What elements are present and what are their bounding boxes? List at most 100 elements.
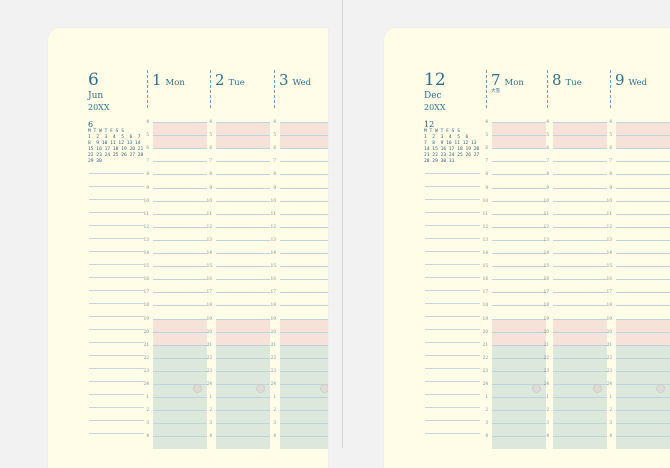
hour-line [216, 266, 270, 268]
hour-label: 18 [482, 302, 488, 308]
day-number: 8 [552, 71, 562, 89]
memo-line [425, 407, 480, 408]
hour-label: 6 [609, 145, 612, 151]
hour-line [153, 161, 207, 163]
mini-calendar-title: 6 [88, 120, 94, 129]
mini-calendar-week: 21 22 23 24 25 26 27 [424, 153, 480, 158]
hour-line [553, 148, 607, 150]
month-number: 12 [424, 70, 446, 90]
day-separator [610, 70, 611, 108]
hour-line [553, 161, 607, 163]
day-separator [147, 70, 148, 108]
hour-label: 13 [482, 236, 488, 242]
hour-line [216, 344, 270, 346]
hour-label: 6 [273, 145, 276, 151]
hour-line [153, 174, 207, 176]
hour-label: 24 [270, 381, 276, 386]
hour-label: 20 [606, 328, 612, 334]
month-name: Jun [88, 91, 104, 101]
day-number: 1 [152, 71, 162, 89]
memo-line [89, 355, 144, 356]
hour-line [492, 318, 546, 320]
month-name: Dec [424, 91, 442, 101]
hour-line [153, 213, 207, 215]
hour-line [153, 423, 207, 425]
memo-line [425, 420, 480, 421]
day-note: 大雪 [491, 89, 500, 94]
hour-line [492, 187, 546, 189]
hour-line [616, 344, 670, 346]
hour-line [153, 187, 207, 189]
hour-line [492, 253, 546, 254]
hour-line [153, 305, 207, 307]
hour-label: 23 [482, 367, 488, 373]
memo-line [425, 342, 480, 343]
hour-label: 20 [543, 328, 549, 334]
day-header: 8 Tue [552, 70, 582, 89]
memo-line [425, 303, 480, 304]
hour-label: 6 [209, 145, 212, 151]
hour-line [616, 331, 670, 333]
memo-line [89, 264, 144, 265]
mini-calendar-week: 8 9 10 11 12 13 14 [88, 141, 141, 146]
hour-line [616, 200, 670, 202]
hour-line [553, 187, 607, 189]
hour-label: 24 [606, 381, 612, 386]
hour-line [616, 174, 670, 176]
night-band [280, 344, 328, 450]
memo-line [425, 212, 480, 213]
hour-line [216, 187, 270, 189]
hour-label: 12 [206, 223, 212, 229]
memo-line [89, 368, 144, 369]
memo-line [425, 381, 480, 382]
hour-label: 9 [209, 184, 212, 190]
hour-label: 20 [482, 328, 488, 334]
mini-calendar-week: 14 15 16 17 18 19 20 [424, 147, 480, 152]
hour-line [553, 279, 607, 281]
hour-label: 16 [606, 276, 612, 282]
hour-line [492, 305, 546, 307]
hour-label: 15 [270, 263, 276, 269]
hour-line [280, 292, 328, 294]
hour-line [616, 279, 670, 281]
hour-line [616, 122, 670, 123]
hour-line [616, 423, 670, 425]
hour-line [280, 187, 328, 189]
day-weekday: Tue [565, 78, 582, 88]
memo-line [425, 368, 480, 369]
hour-label: 11 [206, 210, 212, 216]
memo-line [425, 329, 480, 330]
hour-line [553, 357, 607, 359]
ring-hole-icon [256, 384, 265, 393]
day-number: 2 [215, 71, 225, 89]
hour-line [492, 370, 546, 372]
hour-line [280, 279, 328, 281]
hour-label: 17 [543, 289, 549, 295]
memo-line [89, 238, 144, 239]
hour-label: 22 [606, 354, 612, 360]
hour-label: 2 [209, 407, 212, 413]
hour-line [492, 122, 546, 123]
hour-label: 19 [143, 315, 149, 321]
hour-label: 5 [609, 132, 612, 138]
hour-line [216, 135, 270, 137]
hour-label: 3 [485, 420, 488, 426]
ring-hole-icon [593, 384, 602, 393]
hour-label: 4 [209, 119, 212, 124]
hour-line [153, 200, 207, 202]
hour-line [280, 213, 328, 215]
memo-line [425, 355, 480, 356]
hour-line [492, 174, 546, 176]
hour-label: 3 [273, 420, 276, 426]
hour-label: 13 [143, 236, 149, 242]
hour-line [553, 213, 607, 215]
hour-line [153, 122, 207, 123]
hour-label: 23 [270, 367, 276, 373]
hour-line [616, 239, 670, 241]
hour-line [492, 239, 546, 241]
hour-label: 17 [270, 289, 276, 295]
memo-line [89, 316, 144, 317]
hour-line [553, 331, 607, 333]
